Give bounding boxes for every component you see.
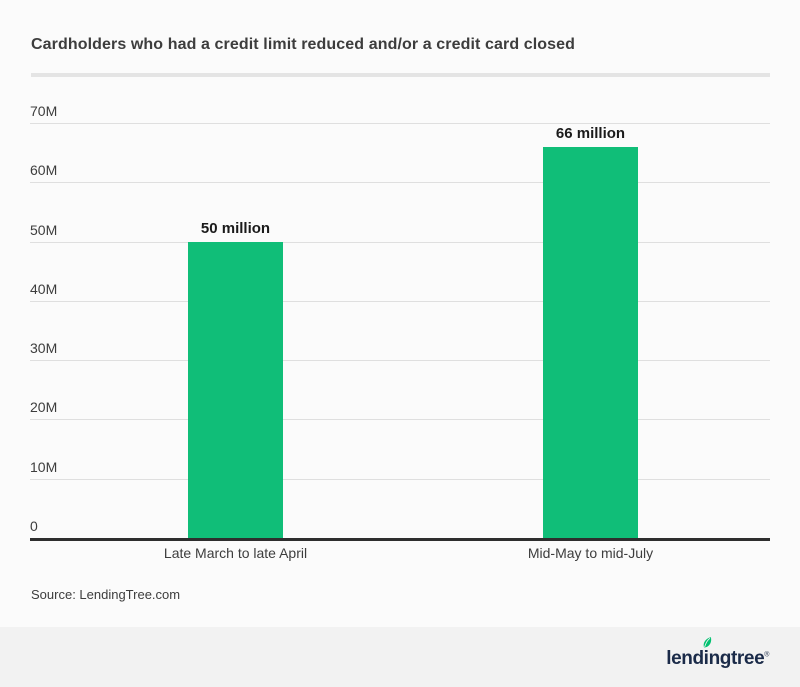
gridline — [30, 478, 770, 480]
footer: lend ingtree® — [0, 627, 800, 687]
leaf-icon — [703, 637, 711, 648]
chart-title: Cardholders who had a credit limit reduc… — [31, 36, 576, 53]
logo-letter-i: i — [703, 637, 711, 670]
logo-text-pre: lend — [666, 647, 704, 669]
bar — [188, 241, 283, 538]
y-axis-tick-label: 70M — [30, 103, 58, 119]
gridline — [30, 360, 770, 362]
gridline — [30, 241, 770, 243]
trademark-symbol: ® — [764, 651, 769, 659]
x-axis-category-label: Mid-May to mid-July — [527, 545, 654, 561]
bar-value-label: 50 million — [200, 219, 271, 237]
gridline — [30, 300, 770, 302]
x-axis-category-label: Late March to late April — [163, 545, 308, 561]
logo-text-post: ngtree — [708, 647, 765, 669]
gridline — [30, 182, 770, 184]
y-axis-tick-label: 10M — [30, 458, 58, 475]
source-note: Source: LendingTree.com — [31, 587, 181, 602]
y-axis-tick-label: 40M — [30, 280, 58, 297]
bar — [543, 146, 638, 538]
y-axis-tick-label: 60M — [30, 162, 58, 179]
y-axis-tick-label: 20M — [30, 399, 58, 416]
y-axis-tick-label: 50M — [30, 221, 58, 238]
y-axis-tick-label: 30M — [30, 340, 58, 357]
title-divider — [31, 73, 770, 77]
lendingtree-logo: lend ingtree® — [666, 637, 769, 670]
y-axis-tick-label: 0 — [30, 518, 38, 534]
gridline — [30, 419, 770, 421]
x-axis-line — [30, 538, 770, 541]
gridline — [30, 123, 770, 124]
bar-value-label: 66 million — [555, 124, 626, 142]
